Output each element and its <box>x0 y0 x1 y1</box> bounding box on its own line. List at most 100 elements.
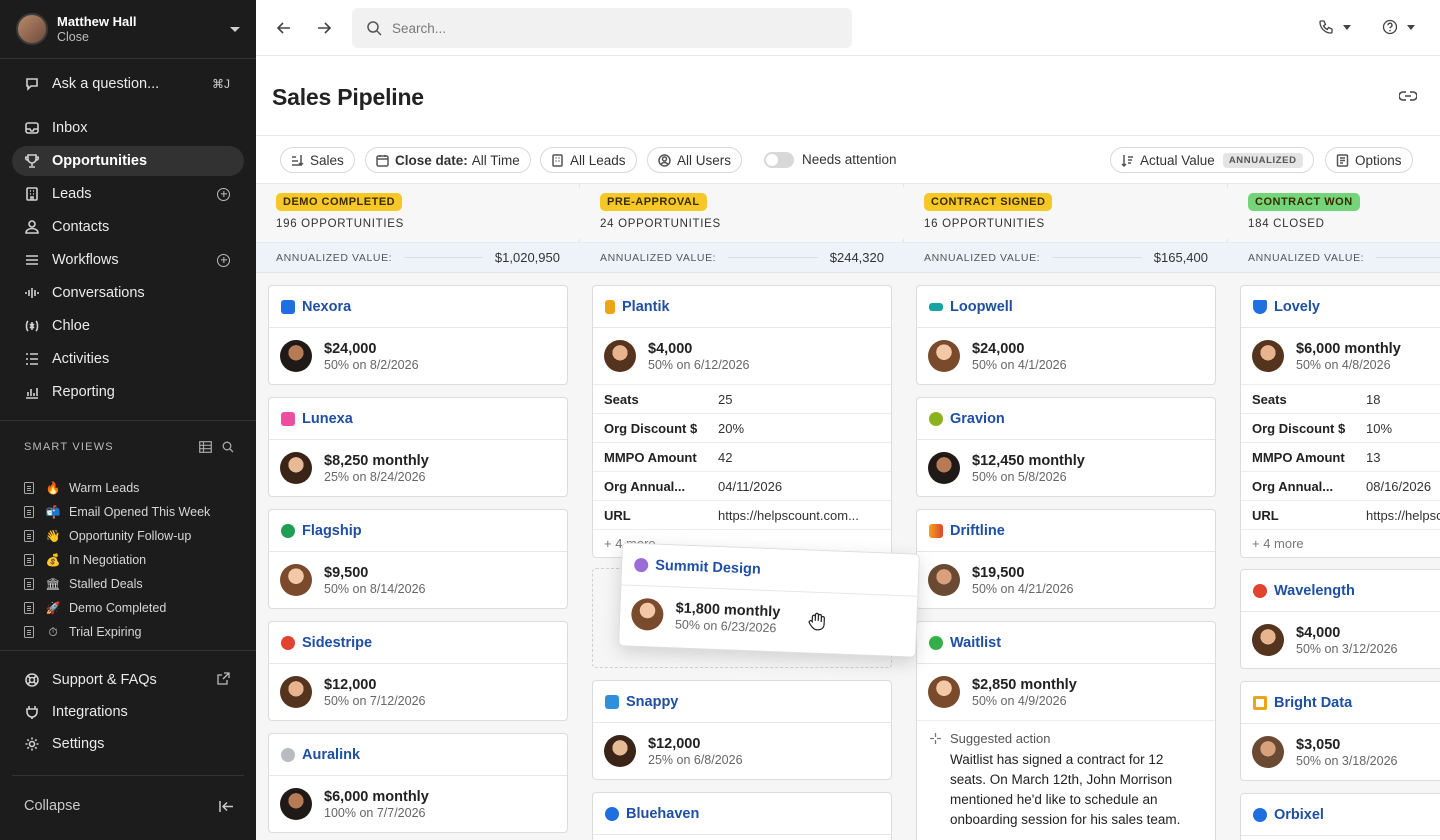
sidebar-item-opportunities[interactable]: Opportunities <box>12 146 244 176</box>
users-filter[interactable]: All Users <box>647 147 743 173</box>
deal-confidence: 50% on 3/12/2026 <box>1296 641 1398 656</box>
company-name[interactable]: Plantik <box>622 298 670 315</box>
smart-view-item[interactable]: 💰 In Negotiation <box>24 550 146 570</box>
pipeline-column: DEMO COMPLETED 196 OPPORTUNITIES ANNUALI… <box>256 184 590 840</box>
actual-value-sort[interactable]: Actual Value ANNUALIZED <box>1110 147 1314 173</box>
opportunity-card[interactable]: Lunexa $8,250 monthly 25% on 8/24/2026 <box>268 397 568 497</box>
opportunity-card[interactable]: Snappy $12,000 25% on 6/8/2026 <box>592 680 892 780</box>
sidebar-item-activities[interactable]: Activities <box>12 344 244 374</box>
field-value: 04/11/2026 <box>718 478 783 494</box>
company-logo-icon <box>281 523 295 538</box>
lifebuoy-icon <box>24 672 40 688</box>
deal-amount: $12,000 <box>648 735 701 752</box>
gear-icon <box>24 736 40 752</box>
sidebar-item-inbox[interactable]: Inbox <box>12 113 244 143</box>
needs-attention-toggle[interactable] <box>764 152 794 168</box>
sidebar-item-chloe[interactable]: Chloe <box>12 311 244 341</box>
options-button[interactable]: Options <box>1325 147 1413 173</box>
company-name[interactable]: Driftline <box>950 522 1005 539</box>
opportunity-card[interactable]: Waitlist $2,850 monthly 50% on 4/9/2026 S… <box>916 621 1216 840</box>
company-name: Summit Design <box>654 557 762 578</box>
company-name[interactable]: Sidestripe <box>302 634 373 651</box>
opportunity-card[interactable]: Flagship $9,500 50% on 8/14/2026 <box>268 509 568 609</box>
company-name[interactable]: Bright Data <box>1274 694 1353 711</box>
opportunity-card[interactable]: Orbixel <box>1240 793 1440 840</box>
add-lead-icon[interactable] <box>217 187 230 201</box>
add-workflow-icon[interactable] <box>217 253 230 267</box>
opportunity-card[interactable]: Sidestripe $12,000 50% on 7/12/2026 <box>268 621 568 721</box>
opportunity-card[interactable]: Lovely $6,000 monthly 50% on 4/8/2026 Sea… <box>1240 285 1440 558</box>
divider <box>12 775 244 776</box>
pipeline-filter[interactable]: Sales <box>280 147 355 173</box>
link-icon[interactable] <box>1399 89 1417 103</box>
deal-confidence: 25% on 8/24/2026 <box>324 469 426 484</box>
search-icon[interactable] <box>222 441 234 453</box>
document-icon <box>24 482 34 494</box>
column-header: PRE-APPROVAL 24 OPPORTUNITIES <box>580 184 904 242</box>
collapse-button[interactable]: Collapse <box>24 798 234 814</box>
smart-view-label: Stalled Deals <box>69 577 143 591</box>
dragged-opportunity-card[interactable]: Summit Design $1,800 monthly 50% on 6/23/… <box>618 542 920 658</box>
forward-arrow-icon[interactable] <box>314 18 334 38</box>
opportunity-card[interactable]: Gravion $12,450 monthly 50% on 5/8/2026 <box>916 397 1216 497</box>
field-value: https://helpscount.com... <box>718 507 859 523</box>
opportunity-card[interactable]: Auralink $6,000 monthly 100% on 7/7/2026 <box>268 733 568 833</box>
company-name[interactable]: Snappy <box>626 693 679 710</box>
annualized-value-row: ANNUALIZED VALUE: $165,400 <box>904 242 1228 273</box>
smart-view-item[interactable]: 👋 Opportunity Follow-up <box>24 526 191 546</box>
ask-question-button[interactable]: Ask a question... ⌘J <box>12 69 244 99</box>
company-logo-icon <box>929 523 943 538</box>
sidebar-item-conversations[interactable]: Conversations <box>12 278 244 308</box>
company-name[interactable]: Orbixel <box>1274 806 1324 823</box>
calendar-icon <box>376 154 389 167</box>
company-name[interactable]: Bluehaven <box>626 805 700 822</box>
company-name[interactable]: Gravion <box>950 410 1005 427</box>
show-more-link[interactable]: + 4 more <box>1241 529 1440 557</box>
opportunity-card[interactable]: Loopwell $24,000 50% on 4/1/2026 <box>916 285 1216 385</box>
smart-view-item[interactable]: ⏱ Trial Expiring <box>24 622 141 642</box>
company-name[interactable]: Loopwell <box>950 298 1013 315</box>
smart-view-item[interactable]: 📬 Email Opened This Week <box>24 502 210 522</box>
company-name[interactable]: Flagship <box>302 522 362 539</box>
opportunity-card[interactable]: Wavelength $4,000 50% on 3/12/2026 <box>1240 569 1440 669</box>
company-name[interactable]: Waitlist <box>950 634 1002 651</box>
user-menu[interactable]: Matthew Hall Close <box>16 12 240 46</box>
opportunity-card[interactable]: Bluehaven <box>592 792 892 840</box>
table-icon[interactable] <box>199 441 212 453</box>
collapse-label: Collapse <box>24 798 81 814</box>
opportunity-card[interactable]: Nexora $24,000 50% on 8/2/2026 <box>268 285 568 385</box>
opportunity-card[interactable]: Plantik $4,000 50% on 6/12/2026 Seats 25 O… <box>592 285 892 558</box>
company-name[interactable]: Lovely <box>1274 298 1320 315</box>
smart-view-item[interactable]: 🔥 Warm Leads <box>24 478 139 498</box>
company-name[interactable]: Wavelength <box>1274 582 1355 599</box>
user-circle-icon <box>658 153 671 167</box>
opportunity-card[interactable]: Driftline $19,500 50% on 4/21/2026 <box>916 509 1216 609</box>
smart-view-item[interactable]: 🚀 Demo Completed <box>24 598 166 618</box>
plug-icon <box>24 704 40 720</box>
sidebar-item-support[interactable]: Support & FAQs <box>12 665 244 695</box>
company-name[interactable]: Lunexa <box>302 410 353 427</box>
phone-menu[interactable] <box>1318 19 1351 35</box>
close-date-filter[interactable]: Close date: All Time <box>365 147 531 173</box>
sidebar-item-integrations[interactable]: Integrations <box>12 697 244 727</box>
sidebar-item-workflows[interactable]: Workflows <box>12 245 244 275</box>
field-row: URL https://helpscount.com... <box>593 500 891 529</box>
opportunity-card[interactable]: Bright Data $3,050 50% on 3/18/2026 <box>1240 681 1440 781</box>
avatar <box>604 340 636 372</box>
avatar <box>928 564 960 596</box>
sparkle-chat-icon <box>24 76 40 92</box>
sidebar-item-settings[interactable]: Settings <box>12 729 244 759</box>
page-header: Sales Pipeline <box>256 56 1440 136</box>
sidebar-item-reporting[interactable]: Reporting <box>12 377 244 407</box>
search-bar[interactable] <box>352 8 852 48</box>
back-arrow-icon[interactable] <box>274 18 294 38</box>
smart-view-item[interactable]: 🏛 Stalled Deals <box>24 574 143 594</box>
company-name[interactable]: Nexora <box>302 298 352 315</box>
field-value: 20% <box>718 420 745 436</box>
company-name[interactable]: Auralink <box>302 746 361 763</box>
search-input[interactable] <box>392 20 812 36</box>
help-menu[interactable] <box>1382 19 1415 35</box>
sidebar-item-contacts[interactable]: Contacts <box>12 212 244 242</box>
sidebar-item-leads[interactable]: Leads <box>12 179 244 209</box>
leads-filter[interactable]: All Leads <box>540 147 637 173</box>
